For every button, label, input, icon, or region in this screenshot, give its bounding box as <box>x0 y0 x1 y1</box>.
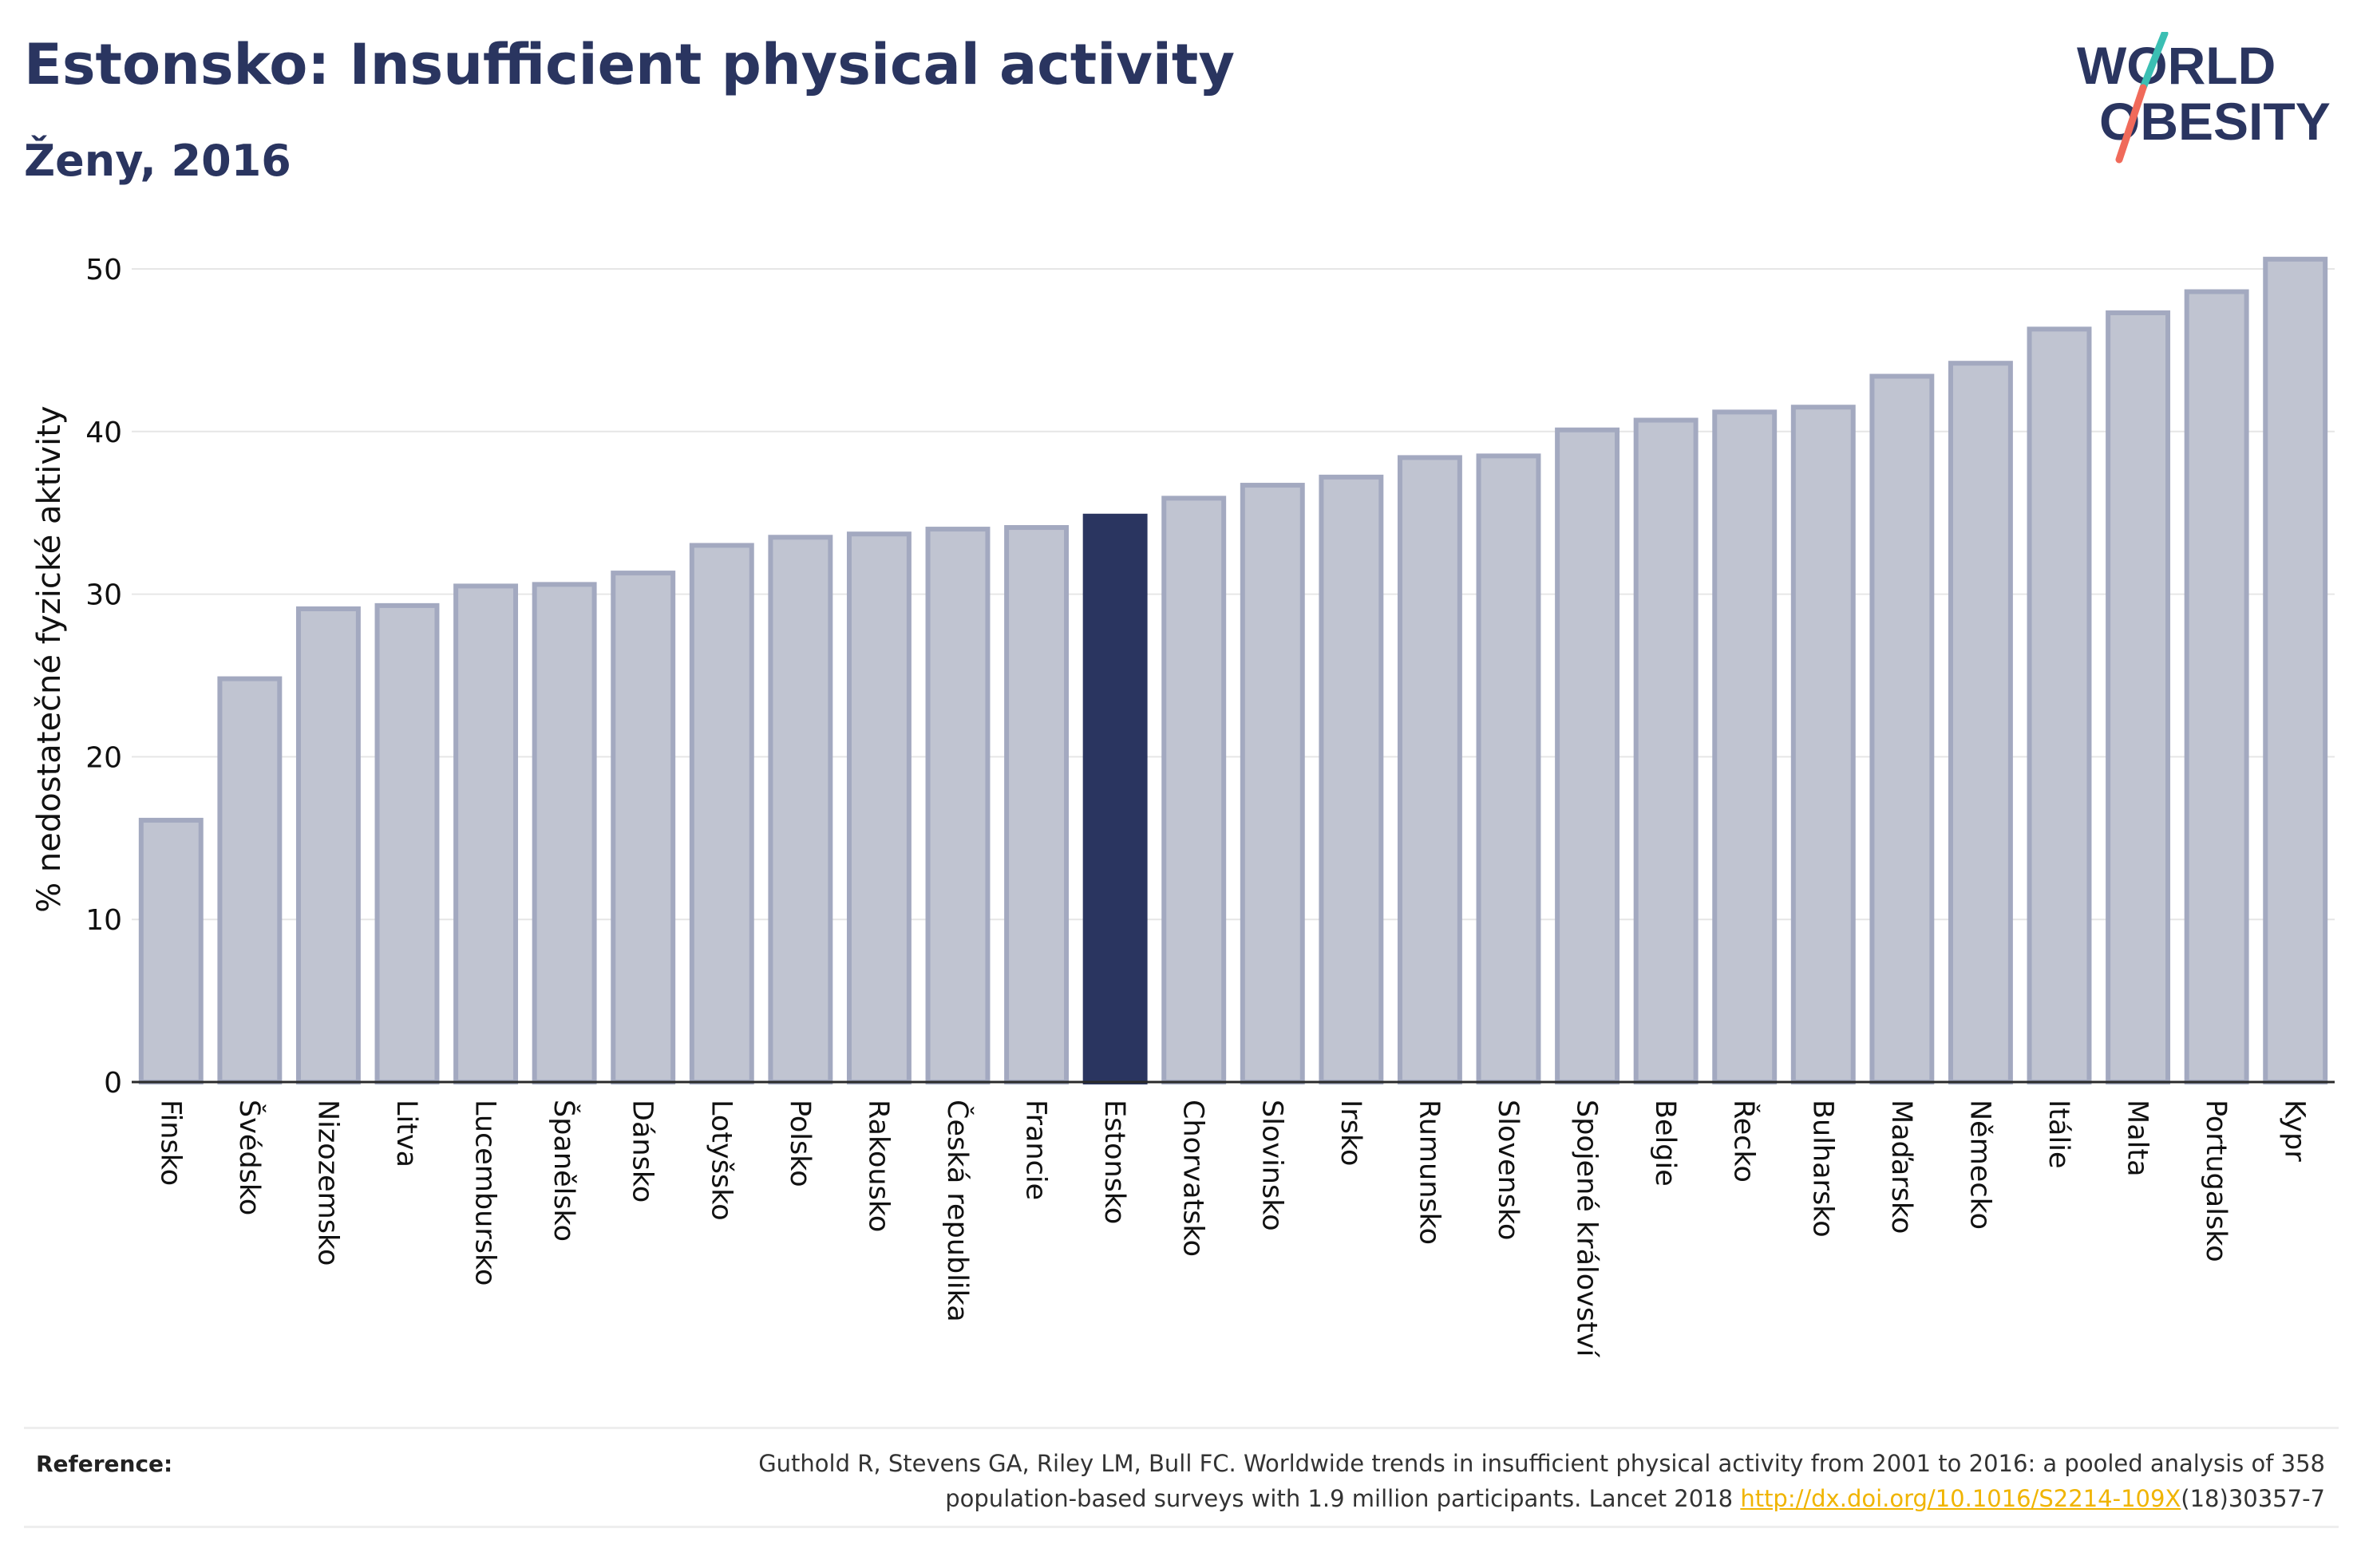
y-axis-label: % nedostatečné fyzické aktivity <box>31 405 68 912</box>
x-tick-label: Lotyšsko <box>705 1100 737 1221</box>
x-tick-label: Spojené království <box>1571 1100 1603 1358</box>
x-tick-label: Polsko <box>784 1100 816 1187</box>
bar-Rumunsko <box>1397 455 1462 1084</box>
y-tick-label: 50 <box>85 254 122 286</box>
bar-Itálie <box>2027 326 2092 1084</box>
bar-Slovensko <box>1476 453 1541 1084</box>
reference-line-1: Guthold R, Stevens GA, Riley LM, Bull FC… <box>758 1450 2325 1477</box>
bar-Nizozemsko <box>295 606 361 1084</box>
x-tick-label: Řecko <box>1728 1100 1762 1183</box>
x-tick-label: Německo <box>1964 1100 1995 1230</box>
bar-Irsko <box>1319 474 1384 1084</box>
x-tick-label: Maďarsko <box>1885 1100 1917 1234</box>
bar-Lotyšsko <box>689 543 754 1084</box>
y-tick-labels: 0 10 20 30 40 50 <box>85 254 122 1100</box>
bar-Litva <box>374 602 440 1084</box>
bar-Malta <box>2106 310 2171 1084</box>
logo-slash-coral <box>2115 84 2147 164</box>
y-tick-label: 30 <box>85 579 122 612</box>
bar-chart: 0 10 20 30 40 50 Finsko Švédsko Nizozemsko Litva… <box>31 254 2335 1358</box>
bar-Estonsko <box>1082 513 1148 1084</box>
reference-doi-link[interactable]: http://dx.doi.org/10.1016/S2214-109X <box>1740 1485 2181 1512</box>
bar-Belgie <box>1633 417 1699 1084</box>
bar-Řecko <box>1712 409 1778 1084</box>
x-tick-label: Portugalsko <box>2200 1100 2232 1262</box>
x-tick-label: Itálie <box>2043 1100 2074 1168</box>
reference-line-2: population-based surveys with 1.9 millio… <box>489 1481 2325 1516</box>
x-tick-labels: Finsko Švédsko Nizozemsko Litva Lucembursko Š… <box>154 1100 2310 1358</box>
x-tick-label: Dánsko <box>627 1100 658 1203</box>
bar-Dánsko <box>611 571 676 1084</box>
bar-Polsko <box>768 535 833 1084</box>
x-tick-label: Chorvatsko <box>1177 1100 1209 1257</box>
logo-slash-teal <box>2139 32 2169 92</box>
bar-Finsko <box>138 817 204 1084</box>
x-tick-label: Irsko <box>1335 1100 1366 1166</box>
chart-subtitle: Ženy, 2016 <box>24 136 291 186</box>
bar-Švédsko <box>217 676 283 1084</box>
x-tick-label: Slovensko <box>1492 1100 1524 1240</box>
bar-Bulharsko <box>1790 405 1856 1085</box>
bar-Lucembursko <box>453 583 519 1084</box>
x-tick-label: Česká republika <box>941 1100 975 1322</box>
bar-Maďarsko <box>1869 373 1935 1084</box>
reference-line-2-start: population-based surveys with 1.9 millio… <box>945 1485 1741 1512</box>
x-tick-label: Nizozemsko <box>311 1100 343 1266</box>
x-tick-label: Rumunsko <box>1413 1100 1445 1245</box>
bar-Slovinsko <box>1240 483 1305 1084</box>
bar-Portugalsko <box>2184 289 2249 1085</box>
bar-Kypr <box>2263 256 2328 1085</box>
x-tick-label: Estonsko <box>1098 1100 1130 1224</box>
bar-Rakousko <box>846 531 912 1084</box>
y-tick-label: 10 <box>85 904 122 937</box>
reference-label: Reference: <box>36 1451 173 1477</box>
y-tick-label: 40 <box>85 417 122 449</box>
x-tick-label: Litva <box>390 1100 422 1167</box>
bar-Česká republika <box>925 527 991 1084</box>
reference-divider-top <box>24 1427 2339 1429</box>
bar-Německo <box>1948 361 2013 1085</box>
x-tick-label: Lucembursko <box>469 1100 501 1286</box>
x-tick-label: Bulharsko <box>1806 1100 1838 1238</box>
x-tick-label: Španělsko <box>548 1100 581 1242</box>
x-tick-label: Rakousko <box>862 1100 894 1232</box>
bar-Spojené království <box>1555 427 1620 1084</box>
x-tick-label: Francie <box>1020 1100 1052 1200</box>
x-tick-label: Kypr <box>2279 1100 2311 1162</box>
logo-word-world: WORLD <box>2077 36 2276 95</box>
bar-Španělsko <box>532 582 597 1084</box>
x-tick-label: Švédsko <box>233 1100 267 1215</box>
x-tick-label: Belgie <box>1649 1100 1681 1187</box>
reference-text: Guthold R, Stevens GA, Riley LM, Bull FC… <box>489 1446 2325 1516</box>
reference-divider-bottom <box>24 1526 2339 1528</box>
world-obesity-logo: WORLD OBESITY <box>2077 32 2331 164</box>
bar-Francie <box>1004 525 1070 1084</box>
bar-Chorvatsko <box>1161 496 1227 1084</box>
y-tick-label: 20 <box>85 741 122 774</box>
x-tick-label: Slovinsko <box>1256 1100 1287 1231</box>
reference-line-2-end: (18)30357-7 <box>2181 1485 2325 1512</box>
bars <box>138 256 2328 1085</box>
y-tick-label: 0 <box>104 1067 122 1100</box>
x-tick-label: Malta <box>2122 1100 2153 1177</box>
chart-title: Estonsko: Insufficient physical activity <box>24 32 1235 97</box>
x-tick-label: Finsko <box>154 1100 186 1186</box>
